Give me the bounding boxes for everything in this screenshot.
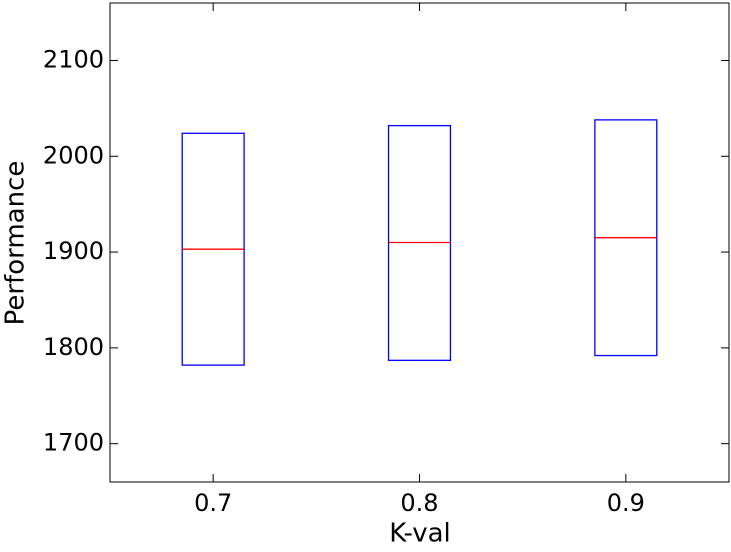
- y-axis-label: Performance: [1, 161, 31, 326]
- x-tick-label: 0.7: [194, 489, 232, 517]
- plot-frame: [109, 2, 730, 483]
- y-tick-label: 2100: [43, 45, 104, 73]
- y-tick-label: 1700: [43, 429, 104, 457]
- x-tick-label: 0.8: [400, 489, 438, 517]
- x-axis-label: K-val: [389, 519, 451, 549]
- y-tick-label: 2000: [43, 141, 104, 169]
- y-tick-label: 1900: [43, 237, 104, 265]
- y-tick-label: 1800: [43, 333, 104, 361]
- x-tick-label: 0.9: [607, 489, 645, 517]
